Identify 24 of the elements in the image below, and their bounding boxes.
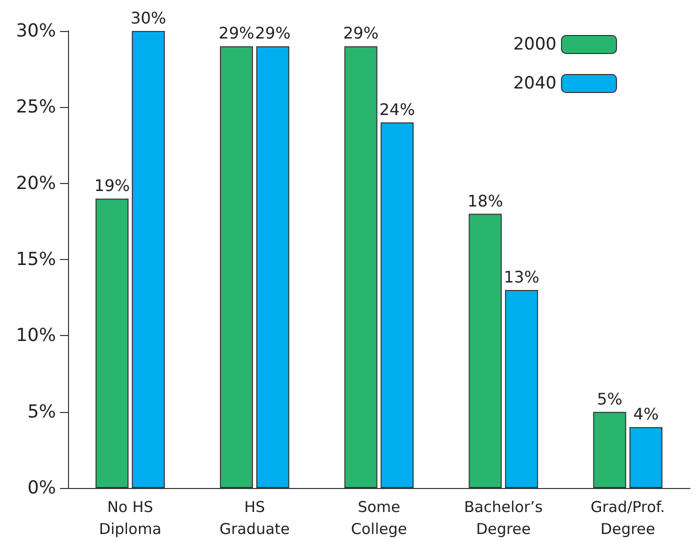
data-label: 5% [596,389,622,408]
data-label: 18% [467,191,504,210]
y-tick-label: 20% [16,172,56,194]
x-tick-label: Grad/Prof. Degree [590,498,665,538]
data-label: 24% [379,100,415,119]
data-label: 30% [130,8,166,28]
y-tick-label: 0% [27,478,56,498]
y-tick-label: 5% [27,401,56,422]
data-label: 29% [343,24,379,43]
legend-label: 2040 [513,74,556,94]
data-label: 4% [633,404,659,424]
legend-label: 2000 [513,34,556,54]
y-tick-label: 10% [16,325,56,346]
x-tick-label: HS Graduate [219,498,290,538]
y-tick-label: 25% [16,96,56,118]
data-label: 29% [218,24,254,43]
data-label: 29% [254,24,291,43]
x-tick-label: No HS Diploma [99,498,162,538]
data-label: 13% [504,267,540,286]
x-tick-label: Some College [351,498,407,538]
data-label: 19% [94,176,130,196]
y-tick-label: 15% [16,249,56,270]
y-tick-label: 30% [16,20,56,42]
x-tick-label: Bachelor’s Degree [464,498,543,538]
